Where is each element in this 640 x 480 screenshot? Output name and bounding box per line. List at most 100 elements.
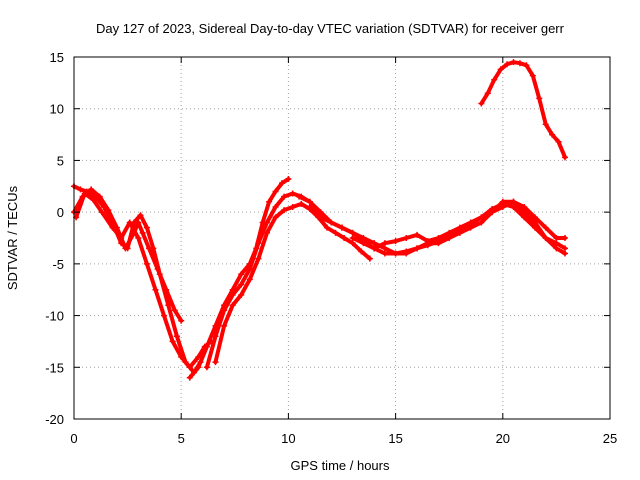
- data-point: [298, 200, 305, 207]
- data-point: [542, 224, 549, 231]
- data-point: [542, 235, 549, 241]
- data-point: [88, 186, 95, 193]
- data-point: [484, 90, 491, 97]
- data-point: [323, 224, 330, 231]
- data-point: [289, 203, 296, 210]
- data-point: [263, 229, 270, 236]
- data-point: [96, 193, 103, 200]
- data-point: [285, 176, 292, 183]
- data-point: [203, 343, 210, 350]
- y-tick-label: 5: [57, 153, 64, 168]
- data-point: [81, 190, 88, 197]
- series-line-track-a: [72, 184, 203, 375]
- data-point: [272, 214, 279, 221]
- data-point: [516, 60, 523, 67]
- chart-title: Day 127 of 2023, Sidereal Day-to-day VTE…: [96, 21, 565, 36]
- data-point: [229, 302, 236, 309]
- data-point: [212, 333, 219, 340]
- x-tick-label: 25: [603, 431, 617, 446]
- data-point: [246, 276, 253, 283]
- data-point: [349, 235, 356, 241]
- data-point: [221, 322, 228, 329]
- data-point: [491, 76, 498, 83]
- y-tick-label: -15: [45, 360, 64, 375]
- data-point: [212, 359, 219, 366]
- axis-ticks: 0 5 10 15 20 25 -20 -15 -10 -5 0 5 10 15: [45, 50, 617, 446]
- x-axis-label: GPS time / hours: [291, 458, 390, 473]
- data-point: [178, 317, 185, 324]
- data-point: [392, 238, 399, 245]
- data-point: [341, 235, 348, 241]
- data-point: [105, 207, 112, 214]
- data-point: [531, 219, 538, 226]
- data-point: [424, 238, 431, 245]
- data-point: [478, 219, 485, 226]
- data-point: [203, 364, 210, 371]
- data-point: [281, 207, 288, 214]
- y-axis-label: SDTVAR / TECUs: [5, 185, 20, 290]
- data-point: [195, 364, 202, 371]
- data-point: [349, 240, 356, 247]
- data-point: [549, 131, 556, 138]
- x-tick-label: 5: [178, 431, 185, 446]
- data-point: [381, 245, 388, 252]
- data-point: [478, 100, 485, 107]
- data-point: [531, 224, 538, 231]
- data-point: [414, 245, 421, 252]
- data-point: [195, 353, 202, 360]
- data-point: [561, 154, 568, 161]
- y-tick-label: -5: [52, 257, 64, 272]
- data-point: [328, 219, 335, 226]
- data-point: [263, 219, 270, 226]
- plot-frame: [73, 56, 611, 420]
- data-point: [456, 224, 463, 231]
- data-point: [169, 338, 176, 345]
- data-point: [296, 193, 303, 200]
- x-tick-label: 0: [70, 431, 77, 446]
- data-point: [186, 364, 193, 371]
- data-point: [173, 333, 180, 340]
- series-line-track-f: [213, 201, 372, 365]
- data-point: [531, 214, 538, 221]
- data-point: [122, 245, 129, 252]
- data-point: [238, 291, 245, 298]
- data-point: [435, 235, 442, 241]
- data-point: [497, 66, 504, 73]
- y-tick-label: 10: [50, 102, 64, 117]
- data-point: [165, 302, 172, 309]
- data-point: [521, 203, 528, 210]
- data-point: [553, 240, 560, 247]
- data-point: [349, 229, 356, 236]
- data-point: [143, 260, 150, 267]
- data-point: [467, 219, 474, 226]
- data-point: [366, 255, 373, 262]
- data-point: [521, 214, 528, 221]
- data-point: [529, 72, 536, 79]
- data-point: [371, 245, 378, 252]
- data-point: [221, 307, 228, 314]
- data-point: [90, 196, 97, 203]
- data-point: [135, 219, 142, 226]
- data-point: [238, 281, 245, 288]
- data-point: [371, 240, 378, 247]
- data-point: [135, 235, 142, 241]
- data-point: [281, 193, 288, 200]
- x-tick-label: 15: [388, 431, 402, 446]
- data-point: [77, 186, 84, 193]
- data-point: [446, 229, 453, 236]
- data-point: [255, 240, 262, 247]
- data-point: [381, 240, 388, 247]
- data-point: [306, 198, 313, 205]
- data-point: [161, 312, 168, 319]
- data-point: [523, 62, 530, 69]
- data-point: [98, 209, 105, 216]
- data-point: [317, 214, 324, 221]
- data-point: [178, 353, 185, 360]
- data-point: [499, 203, 506, 210]
- data-point: [255, 255, 262, 262]
- data-point: [358, 248, 365, 255]
- data-point: [238, 271, 245, 278]
- gridlines: [74, 57, 610, 419]
- data-point: [403, 248, 410, 255]
- data-point: [360, 240, 367, 247]
